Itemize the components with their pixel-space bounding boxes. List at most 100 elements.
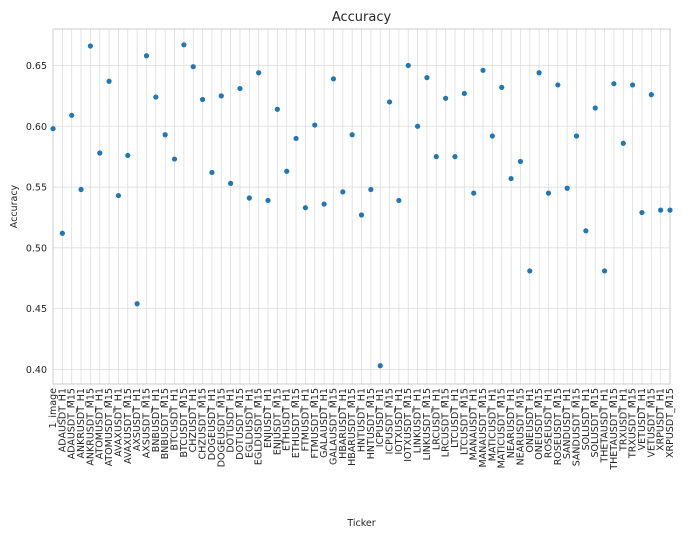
y-axis-label: Accuracy <box>9 184 20 228</box>
data-point <box>190 64 196 70</box>
x-tick-label: ENJUSDT_H1 <box>263 388 274 448</box>
x-axis-label: Ticker <box>346 518 375 529</box>
data-point <box>134 301 140 307</box>
data-point <box>443 95 449 101</box>
x-tick-label: FTMUSDT_M15 <box>310 388 321 458</box>
x-tick-label: 1_image <box>48 388 59 429</box>
x-tick-label: AVAXUSDT_M15 <box>123 388 134 464</box>
data-point <box>237 85 243 92</box>
x-tick-label: IOTXUSDT_H1 <box>394 388 405 455</box>
data-point <box>115 192 122 199</box>
data-point <box>555 82 561 88</box>
x-tick-label: HNTUSDT_M15 <box>366 388 377 459</box>
x-tick-label: EGLDUSDT_M15 <box>254 388 265 465</box>
data-point <box>181 42 187 48</box>
x-tick-label: ATOMUSDT_M15 <box>104 388 115 466</box>
data-point <box>106 78 112 84</box>
x-tick-label: DOTUSDT_M15 <box>235 388 246 460</box>
data-point <box>527 268 533 274</box>
x-tick-label: DOGEUSDT_H1 <box>207 388 218 460</box>
data-point <box>218 93 224 99</box>
x-tick-label: ROSEUSDT_H1 <box>543 388 554 458</box>
data-point <box>452 154 458 160</box>
x-tick-label: MATICUSDT_M15 <box>497 388 508 468</box>
data-point <box>199 96 206 103</box>
data-point <box>340 189 346 195</box>
x-tick-label: NEARUSDT_M15 <box>515 388 526 465</box>
data-point <box>517 158 524 165</box>
x-tick-label: XRPUSDT_H1 <box>656 388 667 451</box>
x-tick-label: THETAUSDT_M15 <box>609 388 620 471</box>
data-point <box>592 105 598 111</box>
x-tick-label: NEARUSDT_H1 <box>506 388 517 458</box>
data-point <box>433 154 439 160</box>
x-tick-label: XRPUSDT_M15 <box>665 388 676 458</box>
data-point <box>78 186 84 193</box>
data-point <box>573 133 580 139</box>
x-tick-label: BNBUSDT_M15 <box>160 388 171 459</box>
x-tick-label: LINKUSDT_H1 <box>413 388 424 453</box>
x-tick-label: TRXUSDT_M15 <box>628 388 639 459</box>
x-tick-label: ANKRUSDT_M15 <box>85 388 96 466</box>
data-point <box>330 76 337 82</box>
x-tick-label: AXSUSDT_H1 <box>132 388 143 451</box>
data-point <box>59 230 65 236</box>
x-tick-label: LRCUSDT_M15 <box>441 388 452 457</box>
data-points <box>50 42 673 369</box>
x-tick-label: AXSUSDT_M15 <box>141 388 152 458</box>
data-point <box>349 132 355 138</box>
x-tick-label: HBARUSDT_M15 <box>347 388 358 466</box>
x-tick-label: DOTUSDT_H1 <box>226 388 237 453</box>
data-point <box>499 84 505 90</box>
y-tick-label: 0.40 <box>26 365 47 376</box>
data-point <box>658 207 664 213</box>
data-point <box>228 180 234 187</box>
x-tick-label: ADAUSDT_H1 <box>57 388 68 452</box>
x-tick-label: MANAUSDT_M15 <box>478 388 489 467</box>
x-tick-label: ICPUSDT_M15 <box>385 388 396 454</box>
x-tick-labels: 1_imageADAUSDT_H1ADAUSDT_M15ANKRUSDT_H1A… <box>48 388 676 471</box>
x-tick-label: CHZUSDT_H1 <box>188 388 199 452</box>
data-point <box>246 195 252 201</box>
x-tick-label: LRCUSDT_H1 <box>431 388 442 450</box>
data-point <box>256 70 262 76</box>
data-point <box>143 53 150 59</box>
data-point <box>50 126 56 132</box>
data-point <box>321 201 327 207</box>
data-point <box>489 133 495 139</box>
data-point <box>293 135 299 142</box>
y-tick-label: 0.50 <box>26 243 47 254</box>
x-tick-label: VETUSDT_H1 <box>637 388 648 450</box>
data-point <box>162 132 168 138</box>
x-gridlines <box>52 29 671 384</box>
x-tick-label: SANDUSDT_H1 <box>562 388 573 459</box>
chart-title: Accuracy <box>332 10 392 25</box>
data-point <box>87 43 93 49</box>
data-point <box>97 150 103 156</box>
x-tick-label: HBARUSDT_H1 <box>338 388 349 459</box>
data-point <box>583 228 589 234</box>
data-point <box>209 169 215 176</box>
x-tick-label: CHZUSDT_M15 <box>198 388 209 459</box>
data-point <box>630 82 636 88</box>
data-point <box>284 168 290 174</box>
x-tick-label: ADAUSDT_M15 <box>67 388 78 459</box>
data-point <box>620 140 626 146</box>
x-tick-label: SOLUSDT_M15 <box>590 388 601 457</box>
data-point <box>125 152 131 159</box>
data-point <box>667 207 673 213</box>
x-tick-label: LINKUSDT_M15 <box>422 388 433 460</box>
y-tick-label: 0.60 <box>26 122 47 133</box>
data-point <box>386 99 393 105</box>
data-point <box>424 75 430 81</box>
data-point <box>471 190 477 196</box>
x-tick-label: ANKRUSDT_H1 <box>76 388 87 458</box>
x-tick-label: SOLUSDT_H1 <box>581 388 592 450</box>
data-point <box>405 62 411 69</box>
data-point <box>265 197 271 204</box>
x-tick-label: ETHUSDT_H1 <box>282 388 293 451</box>
x-tick-label: ROSEUSDT_M15 <box>553 388 564 465</box>
plot-frame <box>52 28 671 385</box>
data-point <box>368 186 374 193</box>
